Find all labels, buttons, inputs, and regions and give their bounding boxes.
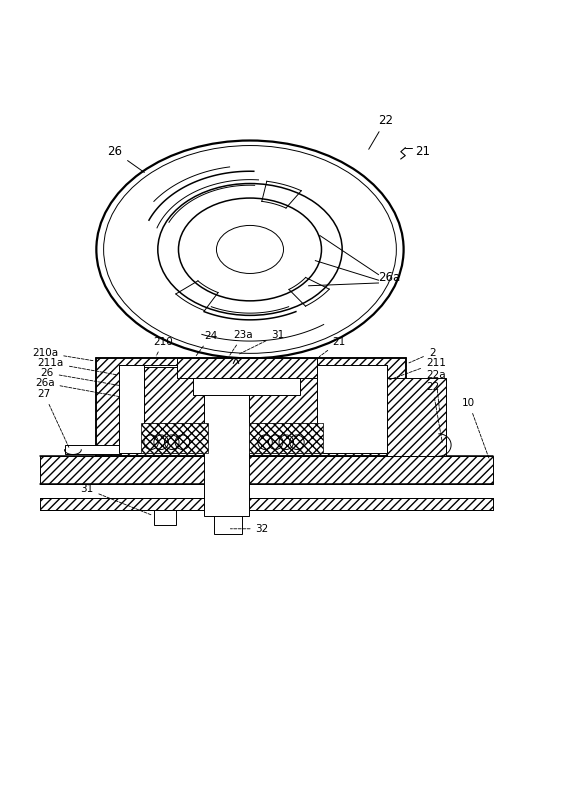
Bar (154, 510, 176, 525)
Bar (204, 365, 249, 516)
Text: 26a: 26a (35, 378, 121, 397)
Text: 21: 21 (415, 145, 430, 158)
Bar (119, 365, 144, 453)
Bar (96, 359, 407, 456)
Text: 26: 26 (40, 368, 121, 386)
Text: 26a: 26a (379, 271, 401, 284)
Text: 24: 24 (196, 331, 218, 356)
Bar (144, 366, 204, 423)
Text: 22: 22 (369, 114, 393, 149)
Bar (249, 366, 317, 423)
Text: 32: 32 (230, 524, 269, 533)
Bar (40, 456, 493, 484)
Bar (65, 445, 121, 455)
Text: 27: 27 (37, 389, 69, 448)
Bar (387, 378, 446, 456)
Text: 2: 2 (409, 347, 435, 363)
Bar (249, 423, 323, 453)
Bar (40, 498, 493, 510)
Bar (193, 378, 301, 394)
Text: 23a: 23a (229, 330, 253, 356)
Bar (317, 365, 387, 453)
Text: 10: 10 (462, 398, 489, 460)
Bar (214, 510, 242, 534)
Text: 21: 21 (319, 336, 346, 357)
Bar (177, 359, 317, 378)
Text: 210: 210 (154, 336, 174, 356)
Bar (119, 365, 387, 453)
Bar (141, 423, 208, 453)
Text: 211: 211 (390, 358, 446, 380)
Text: 26: 26 (108, 145, 145, 173)
Text: 22a: 22a (426, 370, 446, 412)
Text: 210a: 210a (32, 347, 94, 361)
Text: 31: 31 (239, 330, 285, 355)
Text: 22: 22 (426, 382, 442, 442)
Text: 211a: 211a (37, 358, 116, 374)
Text: 31: 31 (80, 484, 151, 515)
